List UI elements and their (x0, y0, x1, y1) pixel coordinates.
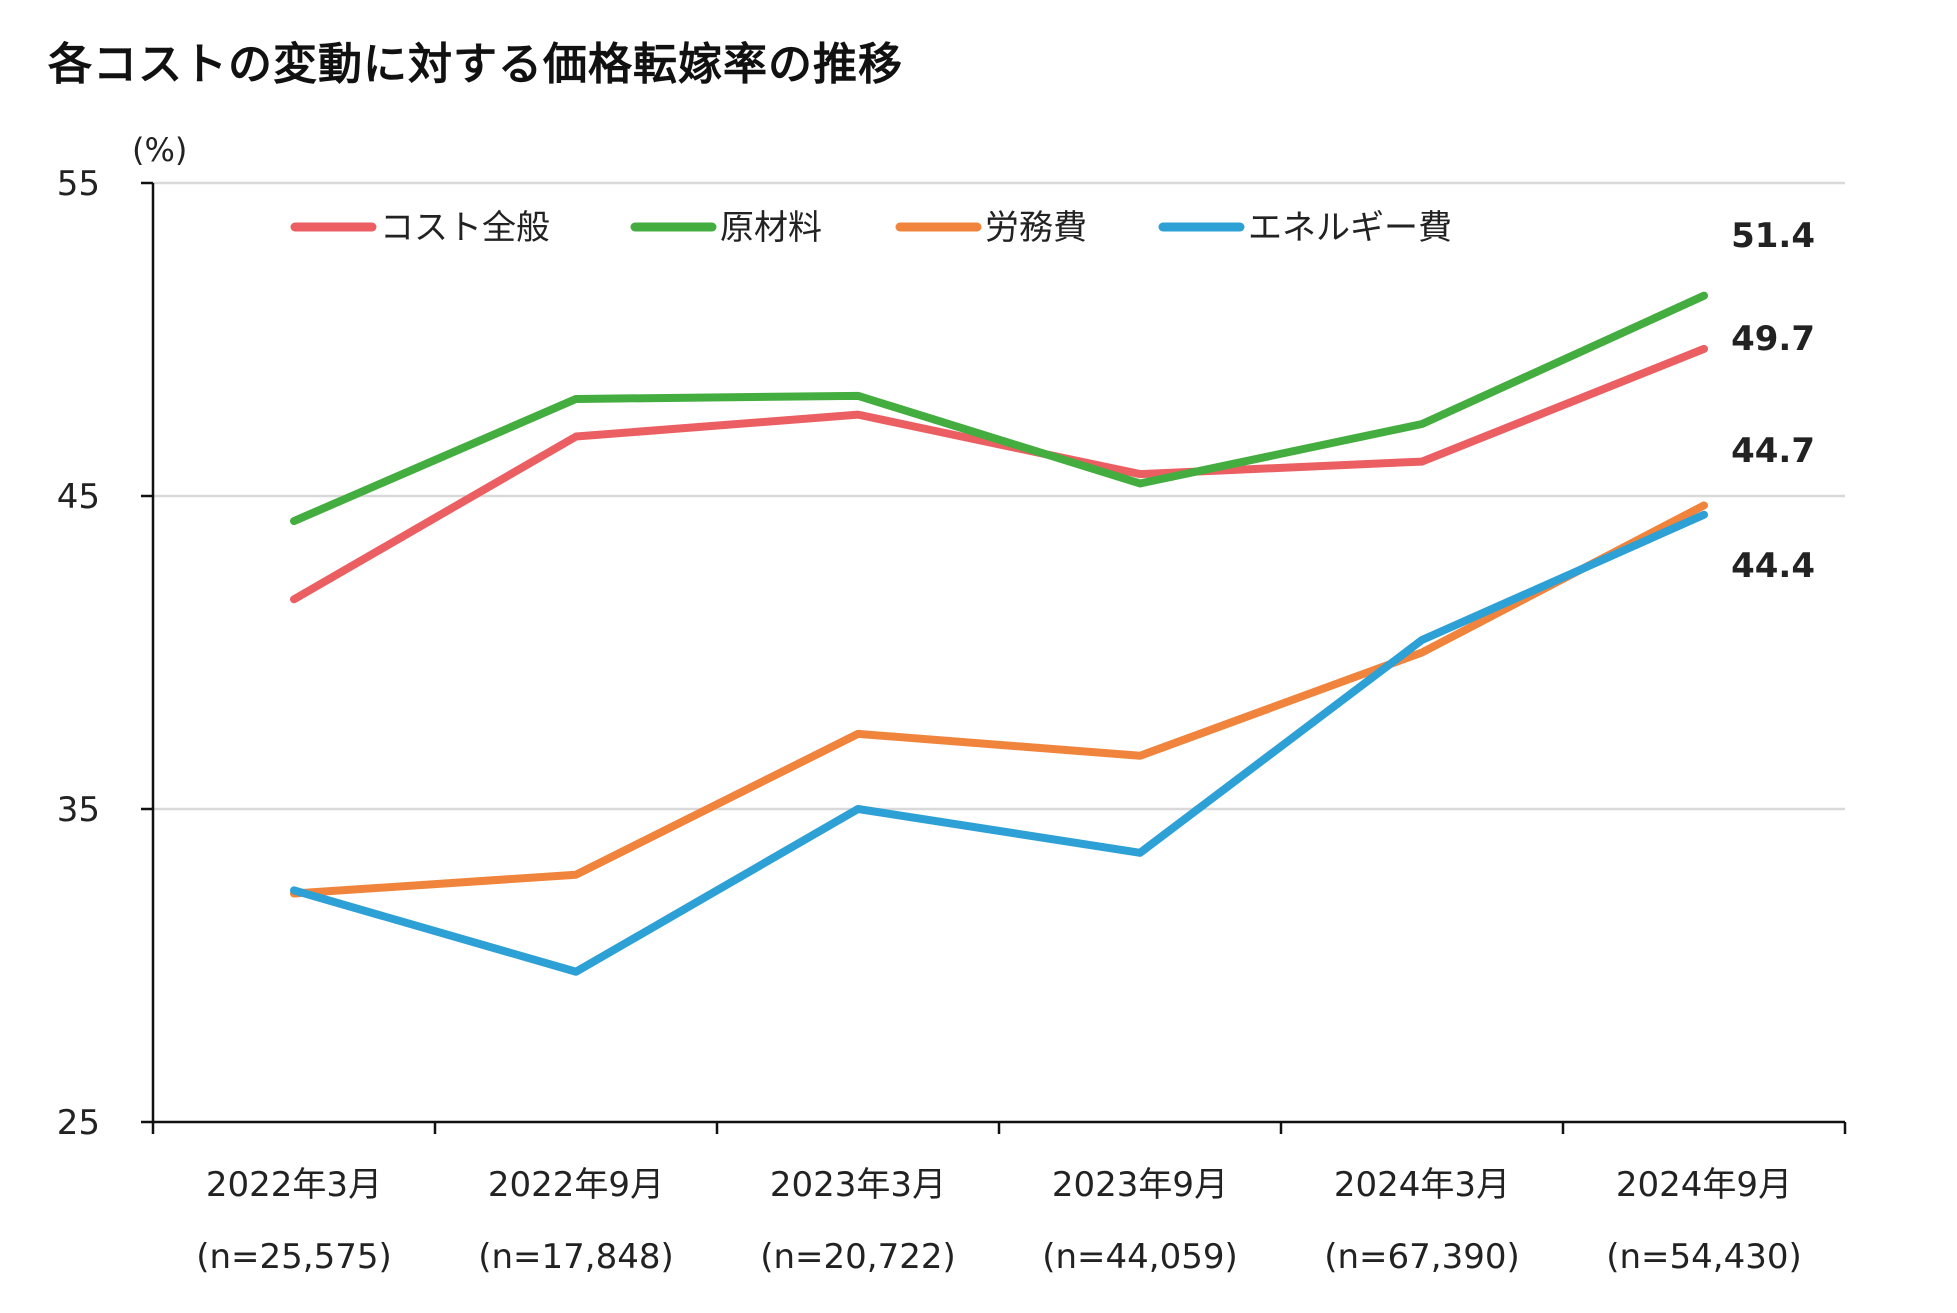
y-axis-label: (%) (132, 131, 187, 169)
x-tick-label: 2022年3月 (206, 1165, 382, 1205)
series-line-2 (290, 501, 1708, 898)
end-value-label: 44.7 (1731, 431, 1815, 471)
legend: コスト全般 原材料 労務費 エネルギー費 (290, 208, 1452, 248)
x-sample-size-label: (n=54,430) (1606, 1237, 1802, 1277)
x-tick-label: 2024年3月 (1334, 1165, 1510, 1205)
series-line-0 (290, 344, 1708, 604)
end-value-label: 44.4 (1731, 546, 1815, 586)
chart-title: 各コストの変動に対する価格転嫁率の推移 (48, 39, 903, 90)
x-sample-size-label: (n=67,390) (1324, 1237, 1520, 1277)
y-tick-label: 55 (57, 164, 100, 204)
series-line-1 (290, 291, 1708, 526)
x-sample-size-label: (n=20,722) (760, 1237, 956, 1277)
y-tick-label: 45 (57, 477, 100, 517)
y-axis-ticks: 25 35 45 55 (57, 164, 153, 1143)
end-value-label: 49.7 (1731, 319, 1815, 359)
x-sample-size-label: (n=25,575) (196, 1237, 392, 1277)
y-tick-label: 25 (57, 1103, 100, 1143)
x-sample-size-label: (n=17,848) (478, 1237, 674, 1277)
legend-label: コスト全般 (380, 208, 550, 248)
axes (151, 183, 1845, 1124)
y-tick-label: 35 (57, 790, 100, 830)
series-line-3 (290, 510, 1708, 976)
end-value-label: 51.4 (1731, 216, 1815, 256)
legend-label: エネルギー費 (1248, 208, 1452, 248)
legend-label: 労務費 (985, 208, 1087, 248)
x-sample-size-label: (n=44,059) (1042, 1237, 1238, 1277)
end-value-labels: 51.4 49.7 44.7 44.4 (1731, 216, 1815, 586)
x-axis-ticks: 2022年3月 (n=25,575) 2022年9月 (n=17,848) 2023年3… (151, 1122, 1847, 1277)
x-tick-label: 2022年9月 (488, 1165, 664, 1205)
x-tick-label: 2023年3月 (770, 1165, 946, 1205)
legend-label: 原材料 (720, 208, 822, 248)
x-tick-label: 2024年9月 (1616, 1165, 1792, 1205)
gridlines (153, 181, 1845, 811)
x-tick-label: 2023年9月 (1052, 1165, 1228, 1205)
series-lines (290, 291, 1708, 976)
